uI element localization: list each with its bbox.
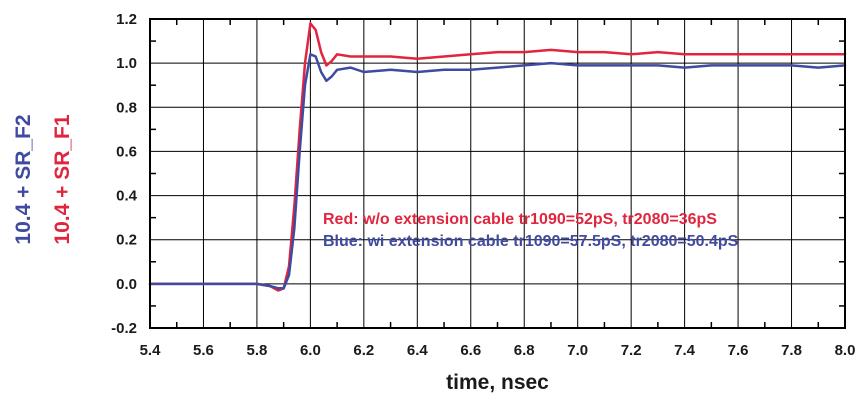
y-axis-label: 10.4 + SR_F1 [51, 114, 74, 244]
x-tick-label: 7.8 [781, 342, 802, 359]
x-tick-label: 7.2 [621, 342, 642, 359]
x-tick-label: 6.0 [300, 342, 321, 359]
tick-marks [150, 19, 845, 328]
y-tick-label: 1.2 [116, 11, 137, 28]
x-tick-label: 5.8 [246, 342, 267, 359]
x-tick-label: 6.2 [353, 342, 374, 359]
series-line-blue [148, 53, 847, 290]
x-tick-label: 7.0 [567, 342, 588, 359]
series-line-red [148, 22, 847, 292]
y-tick-labels: -0.2 0.0 0.2 0.4 0.6 0.8 1.0 1.2 [111, 11, 138, 337]
x-axis-label: time, nsec [446, 371, 549, 394]
y-tick-label: 0.6 [116, 143, 137, 160]
x-tick-label: 8.0 [835, 342, 856, 359]
y-axis-labels: 10.4 + SR_F2 10.4 + SR_F1 [12, 114, 74, 244]
x-tick-label: 7.4 [674, 342, 696, 359]
y-axis-label: 10.4 + SR_F2 [12, 114, 35, 244]
x-tick-labels: 5.4 5.6 5.8 6.0 6.2 6.4 6.6 6.8 7.0 7.2 7.4 7.6 7.8 8… [140, 342, 856, 359]
y-tick-label: 0.8 [116, 99, 137, 116]
y-tick-label: 0.4 [116, 188, 138, 205]
x-tick-label: 6.8 [514, 342, 535, 359]
x-tick-label: 5.4 [140, 342, 162, 359]
x-tick-label: 6.6 [460, 342, 481, 359]
x-tick-label: 5.6 [193, 342, 214, 359]
annotation-red: Red: w/o extension cable tr1090=52pS, tr… [323, 211, 717, 228]
series-lines [148, 22, 847, 292]
legend-annotations: Red: w/o extension cable tr1090=52pS, tr… [323, 211, 739, 250]
y-tick-label: 1.0 [116, 55, 137, 72]
x-tick-label: 7.6 [728, 342, 749, 359]
y-tick-label: 0.0 [116, 276, 137, 293]
y-tick-label: 0.2 [116, 232, 137, 249]
annotation-blue: Blue: wi extension cable tr1090=57.5pS, … [323, 233, 739, 250]
y-tick-label: -0.2 [111, 320, 137, 337]
x-tick-label: 6.4 [407, 342, 429, 359]
